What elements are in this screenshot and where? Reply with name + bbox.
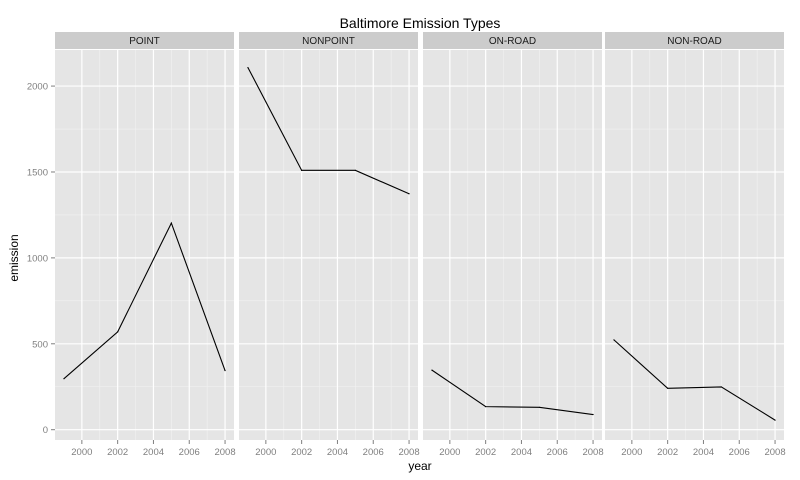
facet-panels: POINT 2000 2002 2004 2006 2008 NONPOINT 2000 200…: [55, 32, 786, 458]
data-point: [354, 169, 356, 171]
panel-background: [239, 50, 418, 440]
data-point: [63, 378, 65, 380]
x-tick-label: 2004: [693, 447, 714, 458]
facet-strip-label: NON-ROAD: [667, 36, 721, 47]
x-tick-label: 2002: [475, 447, 496, 458]
data-point: [170, 222, 172, 224]
facet-strip: [605, 32, 784, 49]
x-tick-label: 2006: [363, 447, 384, 458]
x-tick-label: 2006: [729, 447, 750, 458]
chart-title: Baltimore Emission Types: [340, 15, 501, 31]
y-axis: 0 500 1000 1500 2000: [27, 82, 55, 436]
x-tick-label: 2002: [657, 447, 678, 458]
facet-nonpoint: NONPOINT 2000 2002 2004 2006 2008: [239, 32, 420, 458]
data-point: [774, 419, 776, 421]
facet-strip: [423, 32, 602, 49]
y-tick-label: 1000: [27, 253, 48, 264]
facet-on-road: ON-ROAD 2000 2002 2004 2006 2008: [423, 32, 604, 458]
series-line-on-road: [431, 369, 594, 416]
data-point: [667, 387, 669, 389]
x-axis-title: year: [408, 459, 431, 473]
data-point: [301, 169, 303, 171]
x-tick-label: 2002: [291, 447, 312, 458]
x-tick-label: 2004: [143, 447, 164, 458]
x-tick-label: 2000: [439, 447, 460, 458]
x-tick-label: 2002: [107, 447, 128, 458]
data-point: [613, 339, 615, 341]
y-axis-title: emission: [7, 234, 21, 281]
data-point: [408, 193, 410, 195]
data-point: [485, 406, 487, 408]
facet-non-road: NON-ROAD 2000 2002 2004 2006 2008: [605, 32, 786, 458]
y-tick-label: 1500: [27, 167, 48, 178]
data-point: [224, 369, 226, 372]
facet-point: POINT 2000 2002 2004 2006 2008: [55, 32, 236, 458]
data-point: [431, 369, 433, 371]
y-tick-label: 0: [43, 425, 48, 436]
facet-strip: [55, 32, 234, 49]
series-line-point: [63, 221, 226, 380]
series-line-nonpoint: [247, 67, 410, 195]
facet-strip-label: POINT: [129, 36, 160, 47]
x-tick-label: 2008: [398, 447, 419, 458]
series-line-non-road: [613, 339, 776, 421]
panel-background: [605, 50, 784, 440]
x-tick-label: 2006: [547, 447, 568, 458]
data-point: [538, 406, 540, 408]
x-tick-label: 2006: [179, 447, 200, 458]
x-tick-label: 2000: [255, 447, 276, 458]
data-point: [247, 66, 249, 69]
x-tick-label: 2000: [71, 447, 92, 458]
data-point: [592, 413, 594, 416]
x-tick-label: 2008: [764, 447, 785, 458]
data-point: [720, 386, 722, 388]
y-tick-label: 500: [32, 339, 48, 350]
facet-strip-label: NONPOINT: [302, 36, 355, 47]
panel-background: [55, 50, 234, 440]
facet-strip-label: ON-ROAD: [489, 36, 536, 47]
x-tick-label: 2004: [327, 447, 348, 458]
panel-background: [423, 50, 602, 440]
x-tick-label: 2008: [582, 447, 603, 458]
data-point: [117, 331, 119, 333]
x-tick-label: 2000: [621, 447, 642, 458]
facet-strip: [239, 32, 418, 49]
x-tick-label: 2008: [214, 447, 235, 458]
y-tick-label: 2000: [27, 82, 48, 93]
x-tick-label: 2004: [511, 447, 532, 458]
